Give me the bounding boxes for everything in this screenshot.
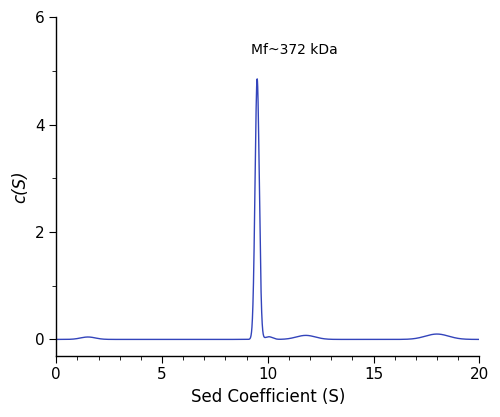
Y-axis label: c(S): c(S) (11, 170, 29, 203)
X-axis label: Sed Coefficient (S): Sed Coefficient (S) (190, 388, 345, 406)
Text: Mf~372 kDa: Mf~372 kDa (251, 43, 338, 58)
